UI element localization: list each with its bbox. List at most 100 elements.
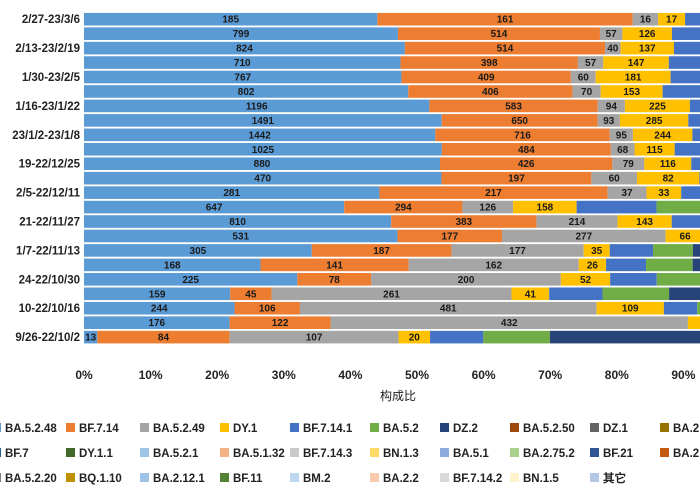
data-label: 187: [373, 246, 390, 257]
data-label: 109: [622, 304, 639, 315]
bar-segment: [599, 27, 623, 40]
bar-segment: [271, 287, 512, 301]
legend-label: DY.1: [233, 423, 258, 435]
legend-item: BF.11: [220, 473, 263, 485]
bar-segment: [297, 273, 372, 286]
bar-segment: [391, 215, 537, 228]
bar-row: 1442 716 95 244: [84, 128, 700, 142]
legend: BA.5.2.48 BF.7.14 BA.5.2.49 DY.1 BF.7.14.1 BA…: [0, 423, 700, 485]
data-label: 281: [223, 188, 240, 199]
bar-segment: [429, 99, 598, 113]
legend-label: DZ.1: [603, 423, 629, 435]
bar-segment: [671, 215, 700, 228]
bar-segment: [430, 330, 484, 344]
row-labels: 2/27-23/3/6 2/13-23/2/19 1/30-23/2/5 1/16-2…: [12, 14, 80, 344]
bar-segment: [451, 244, 584, 257]
bar-segment: [670, 70, 700, 84]
bar-segment: [439, 157, 613, 171]
data-label: 409: [478, 73, 495, 84]
bar-row: 168 141 162 26: [84, 258, 700, 272]
x-tick-label: 30%: [272, 368, 296, 382]
bar-segment: [656, 200, 700, 214]
bar-segment: [97, 330, 230, 344]
bar-segment: [84, 229, 398, 243]
bar-segment: [84, 301, 235, 315]
data-label: 710: [234, 58, 251, 69]
bar-segment: [646, 258, 693, 272]
data-label: 583: [505, 101, 522, 112]
data-label: 137: [639, 44, 656, 55]
bar-segment: [84, 171, 442, 185]
bar-segment: [502, 229, 666, 243]
bar-segment: [311, 244, 452, 257]
x-tick-label: 90%: [671, 368, 695, 382]
category-label: 2/5-22/12/11: [16, 188, 81, 200]
bar-segment: [84, 287, 231, 301]
bar-row: 470 197 60 82: [84, 171, 700, 185]
bar-segment: [84, 99, 430, 113]
bar-segment: [620, 41, 674, 55]
legend-item: BA.2.2: [370, 473, 419, 485]
bar-segment: [84, 142, 442, 156]
data-label: 514: [497, 44, 514, 55]
bar-segment: [656, 273, 700, 286]
data-label: 824: [236, 44, 253, 55]
category-label: 10-22/10/16: [19, 303, 80, 315]
bar-row: 281 217 37 33: [84, 186, 700, 199]
category-label: 1/16-23/1/22: [15, 101, 80, 113]
legend-item: BA.5.2.1: [140, 448, 199, 460]
bar-segment: [536, 215, 618, 228]
legend-swatch: [440, 448, 449, 457]
legend-swatch: [290, 448, 299, 457]
data-label: 1491: [252, 116, 275, 127]
legend-swatch: [590, 473, 599, 482]
bar-segment: [685, 12, 700, 26]
x-axis-title: 构成比: [380, 388, 416, 403]
legend-swatch: [220, 473, 229, 482]
bar-segment: [607, 186, 647, 199]
legend-swatch: [220, 423, 229, 432]
legend-label: DY.1.1: [79, 448, 113, 460]
data-label: 26: [587, 260, 599, 271]
data-label: 383: [455, 217, 472, 228]
data-label: 122: [272, 318, 289, 329]
bar-row: 1025 484 68 115: [84, 142, 700, 156]
bar-row: 531 177 277 66: [84, 229, 700, 243]
bar-segment: [692, 128, 700, 142]
bar-segment: [632, 12, 659, 26]
category-label: 21-22/11/27: [19, 217, 80, 229]
data-label: 93: [603, 116, 615, 127]
data-label: 17: [666, 15, 678, 26]
bar-segment: [84, 157, 440, 171]
legend-swatch: [440, 423, 449, 432]
legend-label: BA.5.2: [383, 423, 419, 435]
data-label: 1442: [249, 130, 272, 141]
legend-item: BA.5.2.20: [0, 473, 57, 485]
bar-segment: [441, 142, 611, 156]
data-label: 177: [509, 246, 526, 257]
legend-label: BA.5.2.48: [5, 423, 57, 435]
legend-label: BN.1.5: [523, 473, 559, 485]
data-label: 45: [245, 289, 257, 300]
data-label: 197: [508, 174, 525, 185]
data-label: 60: [609, 174, 621, 185]
legend-swatch: [290, 473, 299, 482]
bar-segment: [619, 114, 689, 127]
bar-segment: [560, 273, 611, 286]
bar-segment: [622, 27, 672, 40]
data-label: 84: [158, 333, 170, 344]
data-label: 1025: [252, 145, 275, 156]
bar-segment: [84, 85, 409, 98]
bar-segment: [572, 85, 601, 98]
data-label: 470: [254, 174, 271, 185]
bar-segment: [653, 244, 693, 257]
bar-segment: [230, 287, 272, 301]
bar-segment: [570, 70, 596, 84]
data-label: 261: [383, 289, 400, 300]
bar-segment: [603, 56, 669, 69]
legend-item: BA.2.: [660, 423, 700, 435]
bar-segment: [606, 258, 647, 272]
bar-segment: [371, 273, 561, 286]
